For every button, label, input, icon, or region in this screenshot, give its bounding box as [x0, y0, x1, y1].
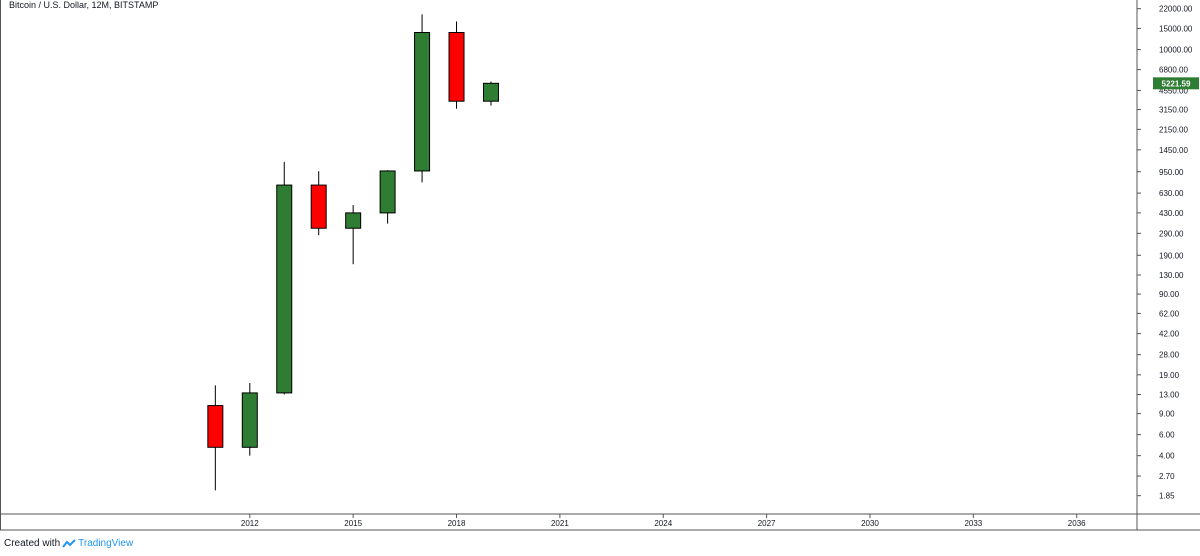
candle-2018 — [448, 21, 465, 109]
candle-body — [379, 170, 396, 214]
y-tick-label: 2150.00 — [1159, 125, 1188, 134]
x-tick-label: 2027 — [758, 519, 776, 528]
tradingview-brand[interactable]: TradingView — [78, 538, 134, 549]
y-tick-label: 130.00 — [1159, 271, 1184, 280]
candle-2012 — [241, 383, 258, 456]
y-tick-label: 190.00 — [1159, 251, 1184, 260]
y-tick-label: 3150.00 — [1159, 106, 1188, 115]
y-tick-label: 2.70 — [1159, 472, 1175, 481]
candle-2011 — [207, 385, 224, 491]
candle-body — [345, 212, 362, 229]
y-tick-label: 950.00 — [1159, 168, 1184, 177]
candle-body — [482, 82, 499, 102]
created-with-text: Created with — [4, 538, 61, 549]
y-tick-label: 28.00 — [1159, 351, 1180, 360]
x-tick-label: 2018 — [448, 519, 466, 528]
last-price-label: 5221.59 — [1153, 77, 1199, 90]
y-tick-label: 10000.00 — [1159, 46, 1193, 55]
x-tick-label: 2030 — [861, 519, 879, 528]
y-axis: 22000.00 15000.00 10000.00 6800.00 4550.00 31… — [1137, 5, 1193, 501]
y-tick-label: 15000.00 — [1159, 25, 1193, 34]
last-price-text: 5221.59 — [1162, 79, 1191, 88]
candle-2019 — [482, 81, 499, 106]
candle-body — [414, 32, 431, 172]
last-price-badge — [1153, 77, 1199, 90]
candle-body — [310, 184, 327, 229]
candle-2014 — [310, 171, 327, 236]
candle-2017 — [414, 14, 431, 183]
candle-body — [241, 392, 258, 448]
x-tick-label: 2021 — [551, 519, 569, 528]
footer: Created with TradingView — [4, 538, 133, 549]
y-tick-label: 1.85 — [1159, 492, 1175, 501]
y-tick-label: 6.00 — [1159, 431, 1175, 440]
y-tick-label: 1450.00 — [1159, 146, 1188, 155]
y-tick-label: 62.00 — [1159, 309, 1180, 318]
x-tick-label: 2024 — [654, 519, 672, 528]
candle-2015 — [345, 205, 362, 265]
x-tick-label: 2033 — [964, 519, 982, 528]
x-axis: 2012 2015 2018 2021 2024 2027 2030 2033 2036 — [241, 514, 1086, 528]
y-tick-label: 13.00 — [1159, 390, 1180, 399]
y-tick-label: 430.00 — [1159, 209, 1184, 218]
candle-body — [276, 184, 293, 394]
candle-body — [448, 32, 465, 102]
y-tick-label: 4550.00 — [1159, 86, 1188, 95]
y-tick-label: 4.00 — [1159, 452, 1175, 461]
y-tick-label: 290.00 — [1159, 229, 1184, 238]
y-tick-label: 42.00 — [1159, 330, 1180, 339]
x-tick-label: 2015 — [344, 519, 362, 528]
chart-title: Bitcoin / U.S. Dollar, 12M, BITSTAMP — [9, 0, 158, 10]
y-tick-label: 6800.00 — [1159, 66, 1188, 75]
candle-body — [207, 405, 224, 448]
x-tick-label: 2012 — [241, 519, 259, 528]
x-tick-label: 2036 — [1068, 519, 1086, 528]
y-tick-label: 19.00 — [1159, 371, 1180, 380]
tradingview-logo-icon — [62, 538, 76, 549]
y-tick-label: 22000.00 — [1159, 5, 1193, 14]
candle-2016 — [379, 170, 396, 224]
y-tick-label: 9.00 — [1159, 410, 1175, 419]
candles — [207, 14, 499, 491]
candle-2013 — [276, 161, 293, 395]
y-tick-label: 90.00 — [1159, 290, 1180, 299]
y-tick-label: 630.00 — [1159, 189, 1184, 198]
